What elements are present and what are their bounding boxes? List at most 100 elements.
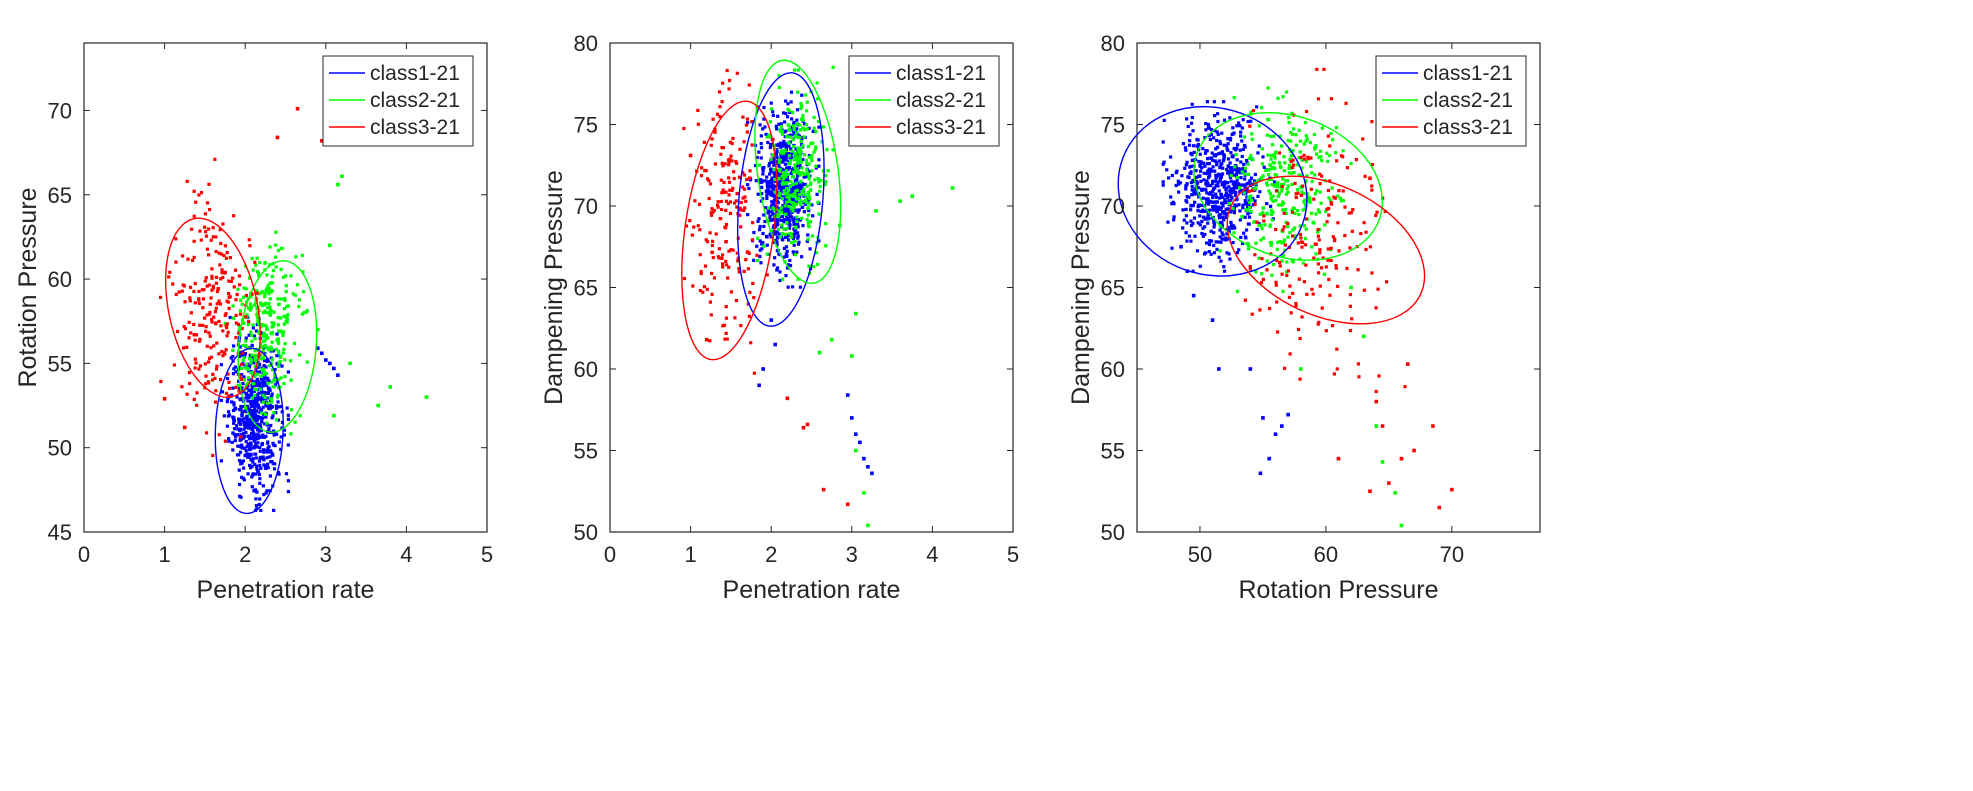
data-point-class1-21: [251, 460, 255, 464]
data-point-class2-21: [1269, 197, 1273, 201]
data-point-class2-21: [778, 167, 782, 172]
data-point-class2-21: [781, 180, 785, 184]
data-point-class1-21: [259, 508, 263, 513]
data-point-class1-21: [1184, 184, 1188, 188]
data-point-class3-21: [210, 320, 214, 324]
data-point-class3-21: [1318, 284, 1322, 288]
data-point-class3-21: [220, 268, 224, 272]
data-point-class2-21: [245, 362, 249, 366]
data-point-class2-21: [1276, 194, 1280, 199]
data-point-class2-21: [789, 179, 793, 184]
data-point-class3-21: [1361, 137, 1365, 141]
data-point-class2-21: [266, 381, 270, 385]
data-point-class2-21: [270, 274, 274, 278]
data-point-class1-21: [1229, 166, 1233, 170]
data-point-class1-21: [768, 214, 772, 218]
data-point-class1-21: [249, 458, 253, 462]
data-point-class1-21: [219, 459, 223, 463]
data-point-class1-21: [260, 390, 264, 394]
data-point-class3-21: [205, 284, 209, 288]
data-point-class3-21: [725, 263, 729, 267]
data-point-class1-21: [1204, 122, 1208, 126]
data-point-class1-21: [1230, 226, 1234, 230]
data-point-class1-21: [1220, 231, 1224, 235]
data-point-class3-21: [187, 336, 191, 340]
data-point-class3-21: [692, 225, 696, 229]
data-point-class1-21: [1203, 151, 1208, 155]
data-point-class2-21: [249, 307, 253, 311]
data-point-class1-21: [257, 406, 261, 410]
data-point-class1-21: [1167, 176, 1171, 180]
data-point-class2-21: [1249, 198, 1253, 202]
data-point-class1-21: [271, 349, 276, 353]
data-point-class1-21: [1211, 195, 1215, 199]
data-point-class1-21: [1185, 200, 1189, 204]
data-point-class3-21: [1312, 256, 1316, 260]
data-point-class1-21: [1231, 180, 1235, 184]
data-point-class2-21: [787, 123, 791, 128]
data-point-class1-21: [1193, 187, 1198, 191]
data-point-class2-21: [802, 187, 806, 192]
data-point-class3-21: [215, 364, 219, 368]
data-point-class2-21: [1276, 240, 1280, 244]
data-point-class2-21: [255, 313, 259, 317]
data-point-class1-21: [258, 497, 262, 501]
data-point-class2-21: [289, 274, 293, 278]
data-point-class1-21: [1229, 223, 1234, 227]
outlier-point-class1-21: [1248, 367, 1253, 371]
data-point-class2-21: [793, 195, 797, 199]
data-point-class1-21: [787, 160, 791, 164]
data-point-class1-21: [775, 243, 779, 247]
data-point-class2-21: [831, 65, 835, 70]
data-point-class3-21: [210, 378, 215, 382]
outlier-point-class3-21: [1412, 448, 1416, 453]
data-point-class1-21: [254, 472, 258, 476]
data-point-class1-21: [784, 144, 789, 148]
data-point-class1-21: [1165, 168, 1169, 172]
data-point-class1-21: [787, 219, 792, 223]
data-point-class1-21: [254, 399, 258, 403]
data-point-class1-21: [1222, 212, 1226, 216]
data-point-class3-21: [742, 140, 746, 144]
data-point-class3-21: [228, 295, 232, 299]
data-point-class1-21: [760, 247, 764, 251]
data-point-class3-21: [1306, 157, 1310, 161]
data-point-class2-21: [245, 313, 249, 317]
data-point-class2-21: [1290, 132, 1295, 136]
data-point-class3-21: [1318, 251, 1322, 255]
data-point-class3-21: [1329, 258, 1333, 263]
x-tick-label: 4: [926, 542, 938, 567]
data-point-class2-21: [777, 212, 781, 217]
data-point-class2-21: [785, 191, 789, 196]
data-point-class1-21: [1229, 210, 1233, 214]
data-point-class2-21: [1260, 147, 1264, 151]
data-point-class2-21: [1232, 96, 1236, 100]
data-point-class1-21: [752, 230, 756, 235]
data-point-class2-21: [1267, 118, 1271, 122]
data-point-class1-21: [1241, 206, 1245, 210]
data-point-class3-21: [193, 366, 197, 370]
data-point-class2-21: [263, 301, 268, 305]
data-point-class2-21: [255, 360, 259, 364]
data-point-class1-21: [1246, 181, 1250, 185]
data-point-class1-21: [240, 397, 244, 401]
data-point-class2-21: [257, 292, 261, 296]
data-point-class3-21: [710, 137, 714, 141]
data-point-class1-21: [788, 214, 792, 218]
data-point-class3-21: [192, 333, 196, 337]
data-point-class3-21: [205, 201, 210, 205]
data-point-class3-21: [745, 250, 749, 254]
data-point-class2-21: [1303, 198, 1307, 202]
data-point-class2-21: [1294, 143, 1298, 147]
data-point-class2-21: [241, 358, 245, 362]
data-point-class1-21: [222, 414, 226, 418]
scatter-points: [1161, 67, 1454, 528]
data-point-class3-21: [750, 120, 754, 124]
data-point-class1-21: [1226, 181, 1230, 185]
data-point-class3-21: [207, 283, 211, 287]
data-point-class3-21: [731, 186, 735, 190]
data-point-class3-21: [195, 391, 199, 395]
data-point-class3-21: [216, 287, 220, 291]
data-point-class3-21: [213, 310, 218, 314]
data-point-class2-21: [778, 235, 782, 239]
